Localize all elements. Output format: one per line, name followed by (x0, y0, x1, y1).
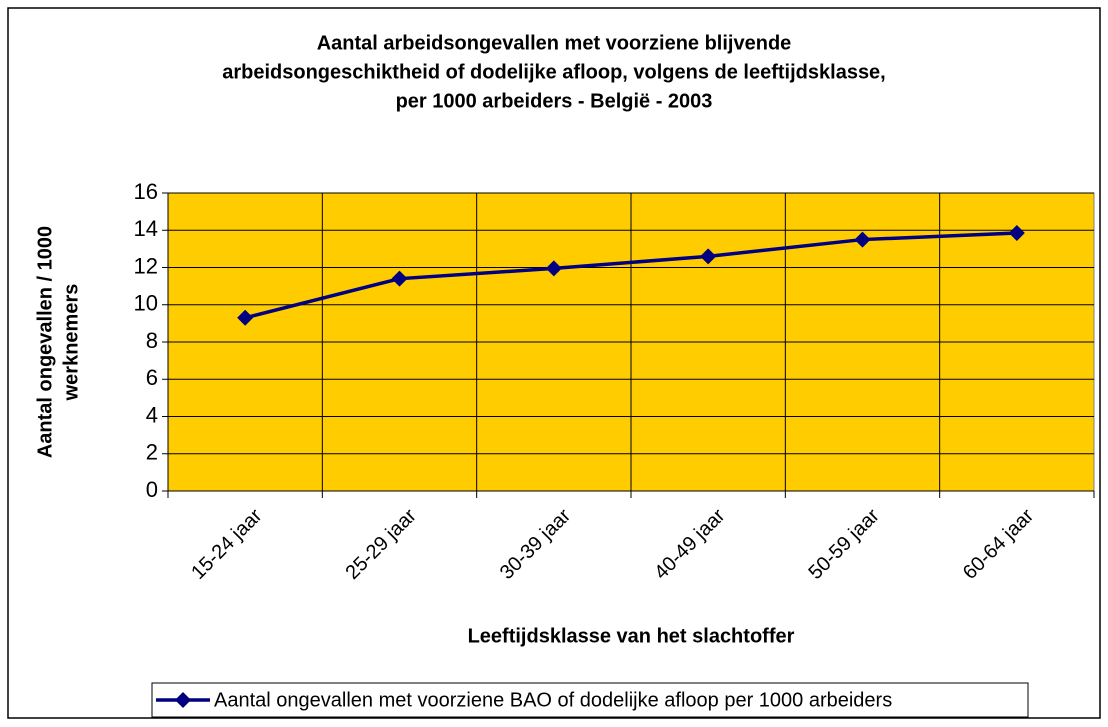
data-point (391, 270, 408, 287)
legend-marker (175, 692, 191, 708)
legend-box (151, 682, 1029, 718)
data-point (700, 248, 717, 265)
y-tick-label: 12 (134, 253, 158, 278)
y-tick-label: 16 (134, 179, 158, 204)
data-point (1008, 225, 1025, 242)
chart-title: per 1000 arbeiders - België - 2003 (396, 90, 713, 112)
y-tick-label: 0 (146, 477, 158, 502)
data-point (854, 231, 871, 248)
chart-title: arbeidsongeschiktheid of dodelijke afloo… (222, 61, 886, 83)
series-line (244, 231, 1017, 320)
chart-title: Aantal arbeidsongevallen met voorziene b… (317, 32, 792, 54)
y-axis-label: werknemers (60, 284, 82, 402)
y-tick-label: 14 (134, 216, 158, 241)
y-tick-label: 6 (146, 365, 158, 390)
y-tick-label: 8 (146, 328, 158, 353)
legend-label: Aantal ongevallen met voorziene BAO of d… (214, 689, 892, 711)
data-point (545, 260, 562, 277)
y-tick-label: 10 (134, 291, 158, 316)
x-axis-label: Leeftijdsklasse van het slachtoffer (468, 625, 795, 647)
y-axis-label: Aantal ongevallen / 1000 (34, 226, 56, 458)
y-tick-label: 2 (146, 440, 158, 465)
data-point (237, 309, 254, 326)
y-tick-label: 4 (146, 402, 158, 427)
